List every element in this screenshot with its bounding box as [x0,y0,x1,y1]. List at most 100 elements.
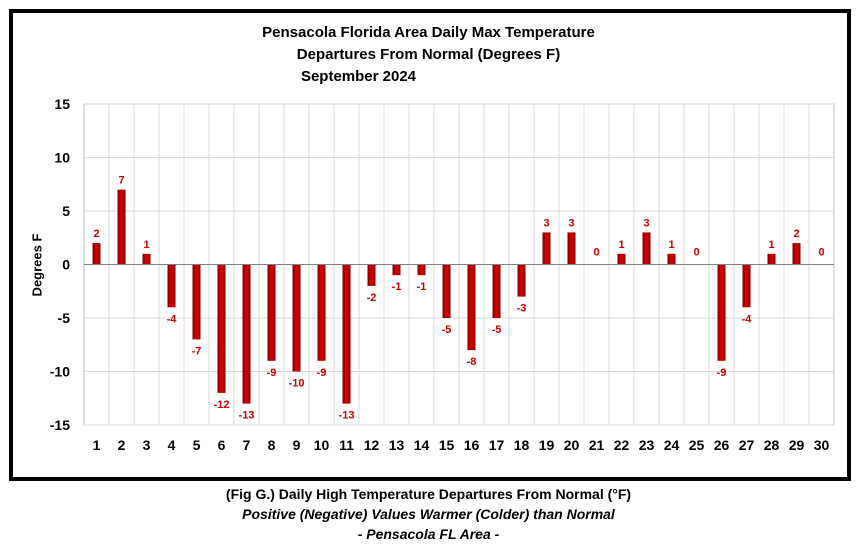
bar [567,232,576,265]
bar [542,232,551,265]
data-label: 0 [593,247,599,259]
bar [467,264,476,351]
data-label: -12 [214,399,230,411]
data-label: 3 [568,217,574,229]
x-tick-label: 14 [414,437,430,453]
x-tick-label: 12 [364,437,380,453]
caption-line-1: (Fig G.) Daily High Temperature Departur… [225,486,632,502]
data-label: 1 [618,239,624,251]
data-label: 7 [118,175,124,187]
y-tick-label: -5 [58,310,71,326]
x-tick-label: 5 [193,437,201,453]
x-tick-label: 28 [764,437,780,453]
bar [417,264,426,276]
x-tick-label: 15 [439,437,455,453]
y-tick-label: 0 [62,257,70,273]
data-label: 1 [143,239,149,251]
data-label: -2 [367,292,377,304]
x-tick-label: 19 [539,437,555,453]
chart-title-line-1: Pensacola Florida Area Daily Max Tempera… [262,24,595,41]
x-tick-label: 3 [143,437,151,453]
x-tick-label: 7 [243,437,251,453]
x-tick-label: 17 [489,437,505,453]
x-tick-label: 11 [339,437,354,453]
bar [317,264,326,361]
bar [142,253,151,265]
bar [392,264,401,276]
bar [767,253,776,265]
bar [792,243,801,265]
bar [292,264,301,372]
caption-line-2: Positive (Negative) Values Warmer (Colde… [242,506,615,522]
x-tick-label: 22 [614,437,630,453]
data-label: 2 [93,228,99,240]
x-tick-label: 6 [218,437,226,453]
x-tick-label: 8 [268,437,276,453]
chart-title-line-2: Departures From Normal (Degrees F) [296,46,561,63]
data-label: -1 [417,281,427,293]
bar [717,264,726,361]
data-label: -5 [492,324,502,336]
data-label: -5 [442,324,452,336]
bar [242,264,251,404]
x-tick-label: 13 [389,437,405,453]
bar [167,264,176,308]
x-tick-label: 20 [564,437,580,453]
data-label: -9 [267,367,277,379]
data-label: -9 [717,367,727,379]
data-label: -9 [317,367,327,379]
x-tick-label: 18 [514,437,530,453]
y-tick-label: 5 [62,203,70,219]
bar [92,243,101,265]
bar [217,264,226,393]
data-label: -4 [742,313,753,325]
bar [342,264,351,404]
x-tick-label: 10 [314,437,330,453]
data-label: 0 [818,247,824,259]
x-tick-label: 2 [118,437,126,453]
x-tick-label: 30 [814,437,830,453]
bar [667,253,676,265]
caption-line-3: - Pensacola FL Area - [357,526,500,542]
x-tick-label: 21 [589,437,605,453]
x-tick-label: 23 [639,437,655,453]
bar [617,253,626,265]
data-label: -4 [167,313,178,325]
data-label: 3 [543,217,549,229]
bar [192,264,201,340]
data-label: 0 [693,247,699,259]
data-label: -8 [467,356,477,368]
x-tick-label: 1 [93,437,101,453]
chart-title-line-3: September 2024 [300,68,417,85]
data-label: -7 [192,345,202,357]
y-tick-label: -15 [50,417,70,433]
x-tick-label: 29 [789,437,805,453]
data-label: -1 [392,281,402,293]
y-tick-label: 10 [54,150,70,166]
data-label: -10 [289,378,305,390]
bar [742,264,751,308]
bar [517,264,526,297]
x-tick-label: 27 [739,437,755,453]
bar [442,264,451,318]
data-label: -13 [339,410,355,422]
bar [267,264,276,361]
x-tick-label: 26 [714,437,730,453]
x-tick-label: 4 [168,437,176,453]
data-label: 2 [793,228,799,240]
x-tick-label: 16 [464,437,480,453]
data-label: 1 [668,239,674,251]
bar [367,264,376,286]
bar [642,232,651,265]
bar [492,264,501,318]
data-label: -3 [517,303,527,315]
y-tick-label: -10 [50,364,70,380]
x-tick-label: 25 [689,437,705,453]
data-label: 1 [768,239,774,251]
y-tick-label: 15 [54,96,70,112]
data-label: -13 [239,410,255,422]
x-tick-label: 9 [293,437,301,453]
x-tick-label: 24 [664,437,680,453]
bar [117,189,126,265]
